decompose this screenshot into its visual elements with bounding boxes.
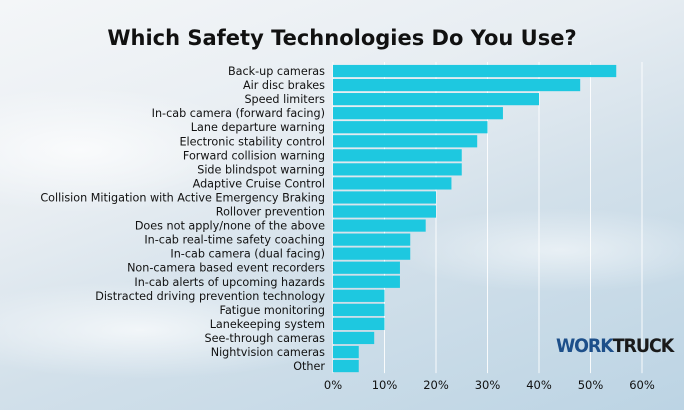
bar xyxy=(333,275,400,288)
category-label: Side blindspot warning xyxy=(197,163,325,176)
bar xyxy=(333,78,581,92)
bar xyxy=(333,205,436,218)
bar xyxy=(333,345,359,359)
bar xyxy=(333,163,462,176)
category-label: Back-up cameras xyxy=(228,65,325,78)
x-axis-ticks: 0% 10% 20% 30% 40% 50% 60% xyxy=(324,378,655,392)
x-tick-label: 50% xyxy=(578,378,604,392)
category-label: In-cab camera (forward facing) xyxy=(152,107,325,120)
bar xyxy=(333,359,359,373)
category-label: In-cab real-time safety coaching xyxy=(144,234,325,247)
x-tick-label: 10% xyxy=(372,378,398,392)
bar xyxy=(333,93,539,106)
bar xyxy=(333,219,426,232)
bar xyxy=(333,149,462,162)
category-label: Adaptive Cruise Control xyxy=(193,177,325,190)
bar xyxy=(333,177,452,190)
bar xyxy=(333,303,385,316)
category-label: Non-camera based event recorders xyxy=(127,262,325,275)
bar xyxy=(333,261,400,274)
category-label: Does not apply/none of the above xyxy=(135,220,325,233)
category-label: In-cab camera (dual facing) xyxy=(170,248,325,261)
bar xyxy=(333,191,436,204)
category-label: Other xyxy=(293,360,325,373)
x-tick-label: 20% xyxy=(423,378,449,392)
x-tick-label: 40% xyxy=(526,378,552,392)
chart-title: Which Safety Technologies Do You Use? xyxy=(107,26,577,50)
category-label: Electronic stability control xyxy=(179,135,325,148)
category-label: Distracted driving prevention technology xyxy=(95,290,325,303)
bar xyxy=(333,64,617,78)
bars xyxy=(333,64,617,373)
category-label: Lane departure warning xyxy=(191,121,325,134)
bar xyxy=(333,289,385,302)
x-tick-label: 0% xyxy=(324,378,342,392)
bar xyxy=(333,135,478,148)
bar xyxy=(333,107,503,120)
logo-truck-text: TRUCK xyxy=(612,335,675,357)
category-label: Fatigue monitoring xyxy=(220,304,325,317)
category-label: In-cab alerts of upcoming hazards xyxy=(134,276,325,289)
category-label: Air disc brakes xyxy=(243,79,325,92)
bar xyxy=(333,121,488,134)
category-label: See-through cameras xyxy=(205,332,326,345)
worktruck-logo: WORKTRUCK xyxy=(556,335,675,357)
logo-work-text: WORK xyxy=(556,335,614,357)
category-label: Nightvision cameras xyxy=(211,346,325,359)
category-label: Lanekeeping system xyxy=(210,318,325,331)
bar xyxy=(333,247,411,260)
category-label: Collision Mitigation with Active Emergen… xyxy=(40,191,325,204)
category-label: Rollover prevention xyxy=(216,206,325,219)
category-label: Speed limiters xyxy=(244,93,325,106)
category-label: Forward collision warning xyxy=(183,149,325,162)
x-tick-label: 60% xyxy=(629,378,655,392)
bar xyxy=(333,331,375,345)
bar xyxy=(333,317,385,331)
bar xyxy=(333,233,411,246)
x-tick-label: 30% xyxy=(475,378,501,392)
